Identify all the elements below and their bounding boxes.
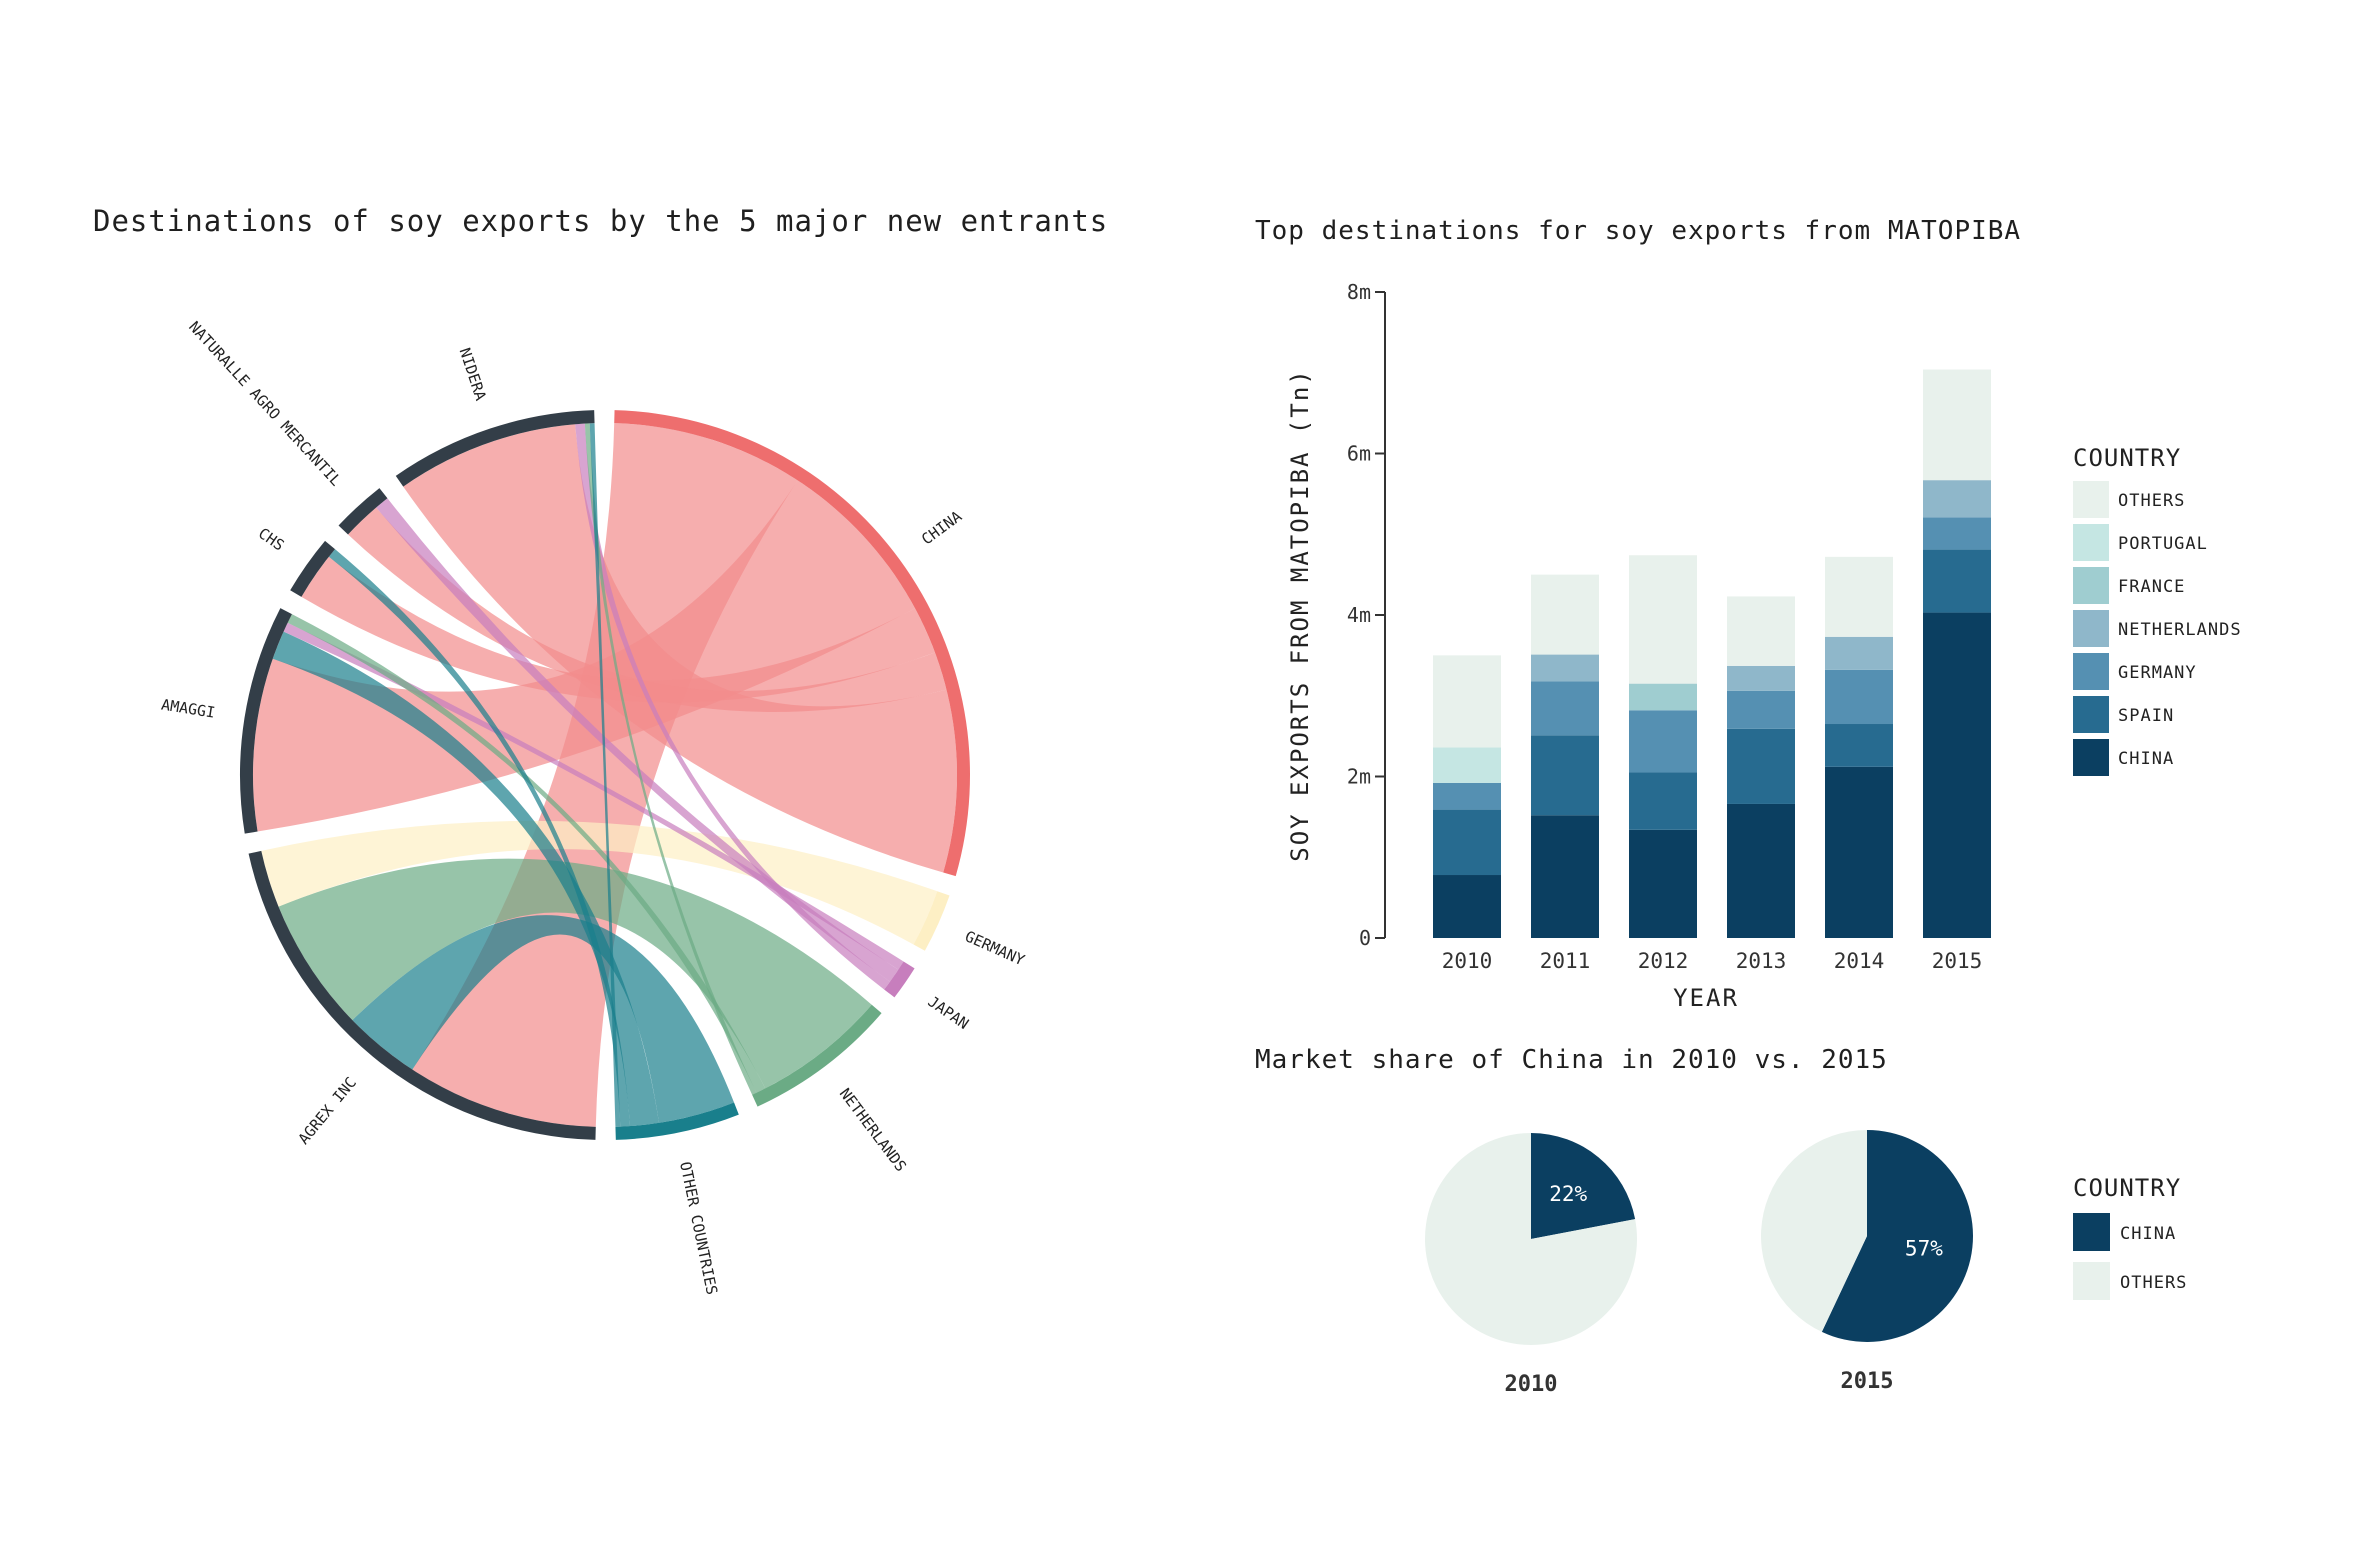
chord-arc-chs	[290, 540, 335, 597]
chord-chart-title: Destinations of soy exports by the 5 maj…	[93, 204, 1109, 238]
legend-title: COUNTRY	[2073, 444, 2181, 472]
bar-2011-netherlands	[1531, 654, 1599, 682]
ribbon-naturalle-agro-mercantil-to-china	[348, 507, 947, 713]
x-tick-label-2011: 2011	[1540, 949, 1591, 973]
bar-2015-china	[1923, 612, 1991, 938]
pie-2015-slice-others	[1761, 1130, 1867, 1332]
pie-legend-title: COUNTRY	[2073, 1174, 2181, 1202]
legend-swatch-france	[2073, 567, 2109, 604]
bar-2010-others	[1433, 655, 1501, 748]
pie-2015-slice-china	[1821, 1130, 1974, 1342]
pie-2015-slice-label: 57%	[1905, 1237, 1943, 1261]
chord-arc-other-countries	[615, 1102, 739, 1140]
bar-2015-netherlands	[1923, 480, 1991, 518]
bar-2012-spain	[1629, 772, 1697, 830]
bar-2013-china	[1727, 803, 1795, 938]
bar-2011-others	[1531, 574, 1599, 655]
y-tick-label: 2m	[1347, 765, 1371, 789]
legend-swatch-spain	[2073, 696, 2109, 733]
bar-2012-france	[1629, 683, 1697, 711]
legend-label-netherlands: NETHERLANDS	[2118, 620, 2242, 640]
pie-legend-label-others: OTHERS	[2120, 1273, 2187, 1293]
ribbon-nidera-to-china	[403, 424, 958, 873]
bar-2011-germany	[1531, 681, 1599, 736]
pie-legend-swatch-china	[2073, 1213, 2110, 1251]
chord-arc-nidera	[395, 410, 595, 487]
legend-swatch-china	[2073, 739, 2109, 776]
pie-2010-slice-label: 22%	[1549, 1182, 1587, 1206]
y-tick-label: 4m	[1347, 603, 1371, 627]
bar-2013-netherlands	[1727, 665, 1795, 691]
x-tick-label-2015: 2015	[1932, 949, 1983, 973]
ribbon-chs-to-china	[301, 556, 935, 703]
ribbon-agrex-inc-to-netherlands	[278, 858, 872, 1089]
bar-2010-spain	[1433, 809, 1501, 876]
y-tick-label: 6m	[1347, 442, 1371, 466]
y-tick-label: 8m	[1347, 280, 1371, 304]
chord-arc-germany	[913, 891, 950, 951]
chord-ribbons	[253, 423, 958, 1127]
bar-chart-title: Top destinations for soy exports from MA…	[1255, 216, 2022, 246]
ribbon-amaggi-to-japan	[283, 622, 904, 970]
y-axis-label: SOY EXPORTS FROM MATOPIBA (Tn)	[1286, 368, 1314, 861]
x-axis-label: YEAR	[1673, 984, 1739, 1012]
x-tick-label-2012: 2012	[1638, 949, 1689, 973]
x-tick-label-2014: 2014	[1834, 949, 1885, 973]
x-tick-label-2013: 2013	[1736, 949, 1787, 973]
bar-2012-china	[1629, 829, 1697, 938]
bar-2015-spain	[1923, 549, 1991, 613]
bar-2010-china	[1433, 875, 1501, 938]
ribbon-agrex-inc-to-germany	[261, 820, 938, 945]
bar-2014-spain	[1825, 724, 1893, 767]
legend-label-others: OTHERS	[2118, 491, 2185, 511]
chord-arc-amaggi	[240, 608, 292, 834]
bar-2013-spain	[1727, 728, 1795, 804]
y-tick-label: 0	[1359, 926, 1371, 950]
chord-arc-netherlands	[752, 1004, 882, 1107]
bar-2014-germany	[1825, 669, 1893, 725]
bar-2010-portugal	[1433, 747, 1501, 783]
ribbon-agrex-inc-to-other-countries	[352, 915, 735, 1123]
bar-2014-others	[1825, 556, 1893, 637]
x-tick-label-2010: 2010	[1442, 949, 1493, 973]
pie-legend-label-china: CHINA	[2120, 1224, 2176, 1244]
pie-chart-title: Market share of China in 2010 vs. 2015	[1255, 1045, 1888, 1075]
pie-label-2015: 2015	[1841, 1369, 1894, 1394]
chord-arc-japan	[884, 961, 915, 998]
pie-label-2010: 2010	[1505, 1372, 1558, 1397]
chord-arc-naturalle-agro-mercantil	[338, 488, 388, 535]
bar-2014-china	[1825, 766, 1893, 938]
pie-legend-swatch-others	[2073, 1262, 2110, 1300]
bar-2012-germany	[1629, 710, 1697, 773]
ribbon-nidera-to-other-countries	[589, 423, 621, 1127]
legend-label-spain: SPAIN	[2118, 706, 2174, 726]
legend-swatch-others	[2073, 481, 2109, 518]
chord-arc-agrex-inc	[248, 850, 596, 1140]
bar-2014-netherlands	[1825, 636, 1893, 670]
bar-2012-others	[1629, 555, 1697, 684]
bar-2015-germany	[1923, 517, 1991, 550]
legend-label-china: CHINA	[2118, 749, 2174, 769]
pie-2010-slice-others	[1425, 1133, 1637, 1345]
legend-swatch-netherlands	[2073, 610, 2109, 647]
bar-2010-germany	[1433, 782, 1501, 810]
pie-2010-slice-china	[1531, 1133, 1636, 1239]
legend-label-germany: GERMANY	[2118, 663, 2197, 683]
bar-2015-others	[1923, 369, 1991, 481]
bar-2013-germany	[1727, 690, 1795, 729]
legend-label-france: FRANCE	[2118, 577, 2185, 597]
legend-swatch-germany	[2073, 653, 2109, 690]
bar-2011-china	[1531, 815, 1599, 938]
bar-2011-spain	[1531, 735, 1599, 816]
legend-label-portugal: PORTUGAL	[2118, 534, 2208, 554]
ribbon-amaggi-to-china	[253, 480, 915, 832]
legend-swatch-portugal	[2073, 524, 2109, 561]
bar-2013-others	[1727, 596, 1795, 666]
